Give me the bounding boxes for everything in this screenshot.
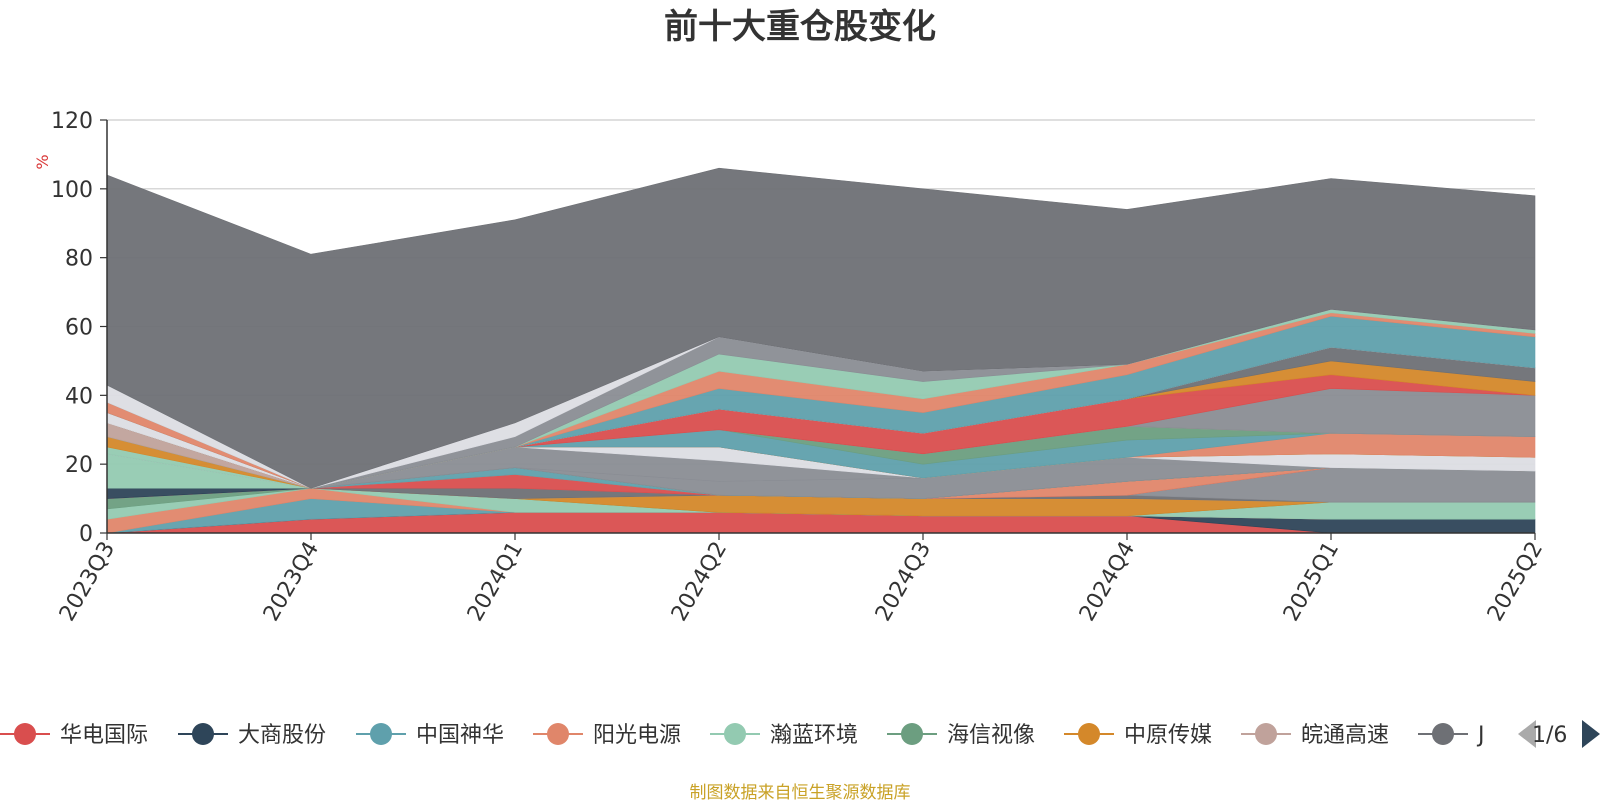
y-tick-label: 20 bbox=[65, 453, 93, 478]
legend-next-page-icon[interactable] bbox=[1582, 720, 1600, 748]
legend-item[interactable]: 华电国际 bbox=[0, 723, 148, 748]
legend-label: 瀚蓝环境 bbox=[770, 723, 858, 748]
x-tick-label: 2024Q1 bbox=[463, 538, 528, 626]
x-tick-label: 2023Q3 bbox=[55, 538, 120, 626]
legend-label: 阳光电源 bbox=[593, 723, 681, 748]
legend-circle-icon bbox=[1432, 723, 1454, 745]
y-tick-label: 120 bbox=[51, 109, 93, 134]
legend-label: 大商股份 bbox=[238, 723, 326, 748]
legend-label: 皖通高速 bbox=[1301, 723, 1389, 748]
legend-circle-icon bbox=[370, 723, 392, 745]
legend-circle-icon bbox=[1078, 723, 1100, 745]
legend-item[interactable]: 瀚蓝环境 bbox=[710, 723, 858, 748]
legend-label: J bbox=[1476, 723, 1485, 748]
legend-item[interactable]: 中原传媒 bbox=[1064, 723, 1212, 748]
legend-item[interactable]: 皖通高速 bbox=[1241, 723, 1389, 748]
y-axis-unit-label: % bbox=[33, 154, 52, 169]
legend-circle-icon bbox=[14, 723, 36, 745]
legend-circle-icon bbox=[547, 723, 569, 745]
x-tick-label: 2023Q4 bbox=[259, 538, 324, 626]
legend-label: 中原传媒 bbox=[1124, 723, 1212, 748]
legend-page-indicator: 1/6 bbox=[1532, 723, 1567, 748]
area-series bbox=[106, 167, 1536, 534]
legend-item[interactable]: 大商股份 bbox=[178, 723, 326, 748]
x-tick-label: 2025Q1 bbox=[1279, 538, 1344, 626]
legend-item[interactable]: 海信视像 bbox=[887, 723, 1035, 748]
legend-item[interactable]: 中国神华 bbox=[356, 723, 504, 748]
y-tick-label: 80 bbox=[65, 247, 93, 272]
x-tick-label: 2024Q4 bbox=[1075, 538, 1140, 626]
legend-item[interactable]: J bbox=[1418, 723, 1485, 748]
legend-label: 华电国际 bbox=[60, 723, 148, 748]
legend: 华电国际 大商股份 中国神华 阳光电源 瀚蓝环境 海信视像 中原传媒 皖通高速 J 1/6 bbox=[0, 720, 1600, 748]
area-series-S36 bbox=[106, 167, 1536, 489]
x-tick-label: 2024Q2 bbox=[667, 538, 732, 626]
legend-prev-page-icon[interactable] bbox=[1518, 720, 1536, 748]
legend-label: 海信视像 bbox=[947, 723, 1035, 748]
chart-title: 前十大重仓股变化 bbox=[664, 7, 936, 47]
x-tick-label: 2024Q3 bbox=[871, 538, 936, 626]
legend-label: 中国神华 bbox=[416, 723, 504, 748]
legend-circle-icon bbox=[192, 723, 214, 745]
legend-circle-icon bbox=[901, 723, 923, 745]
data-source-note: 制图数据来自恒生聚源数据库 bbox=[689, 783, 911, 803]
legend-circle-icon bbox=[724, 723, 746, 745]
x-tick-label: 2025Q2 bbox=[1483, 538, 1548, 626]
legend-circle-icon bbox=[1255, 723, 1277, 745]
legend-item[interactable]: 阳光电源 bbox=[533, 723, 681, 748]
y-tick-label: 100 bbox=[51, 178, 93, 203]
y-tick-label: 40 bbox=[65, 384, 93, 409]
y-tick-label: 0 bbox=[79, 522, 93, 547]
y-tick-label: 60 bbox=[65, 316, 93, 341]
